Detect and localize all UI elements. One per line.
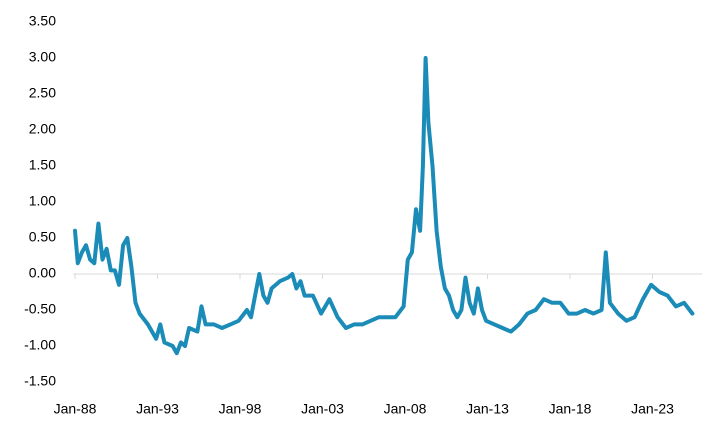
y-tick-label: 3.00: [29, 49, 56, 65]
y-tick-label: 0.00: [29, 265, 56, 281]
x-tick-label: Jan-13: [466, 401, 509, 417]
x-tick-label: Jan-18: [549, 401, 592, 417]
data-line: [73, 56, 695, 356]
x-tick-label: Jan-93: [136, 401, 179, 417]
y-tick-label: 2.00: [29, 121, 56, 137]
y-tick-label: -0.50: [24, 301, 56, 317]
x-tick-label: Jan-88: [54, 401, 97, 417]
x-tick-label: Jan-98: [219, 401, 262, 417]
x-tick-label: Jan-03: [301, 401, 344, 417]
y-tick-label: -1.50: [24, 373, 56, 389]
y-tick-label: 3.50: [29, 13, 56, 29]
y-tick-label: -1.00: [24, 337, 56, 353]
y-tick-label: 2.50: [29, 85, 56, 101]
y-tick-label: 0.50: [29, 229, 56, 245]
x-tick-label: Jan-23: [631, 401, 674, 417]
x-tick-label: Jan-08: [384, 401, 427, 417]
y-tick-label: 1.00: [29, 193, 56, 209]
y-tick-label: 1.50: [29, 157, 56, 173]
